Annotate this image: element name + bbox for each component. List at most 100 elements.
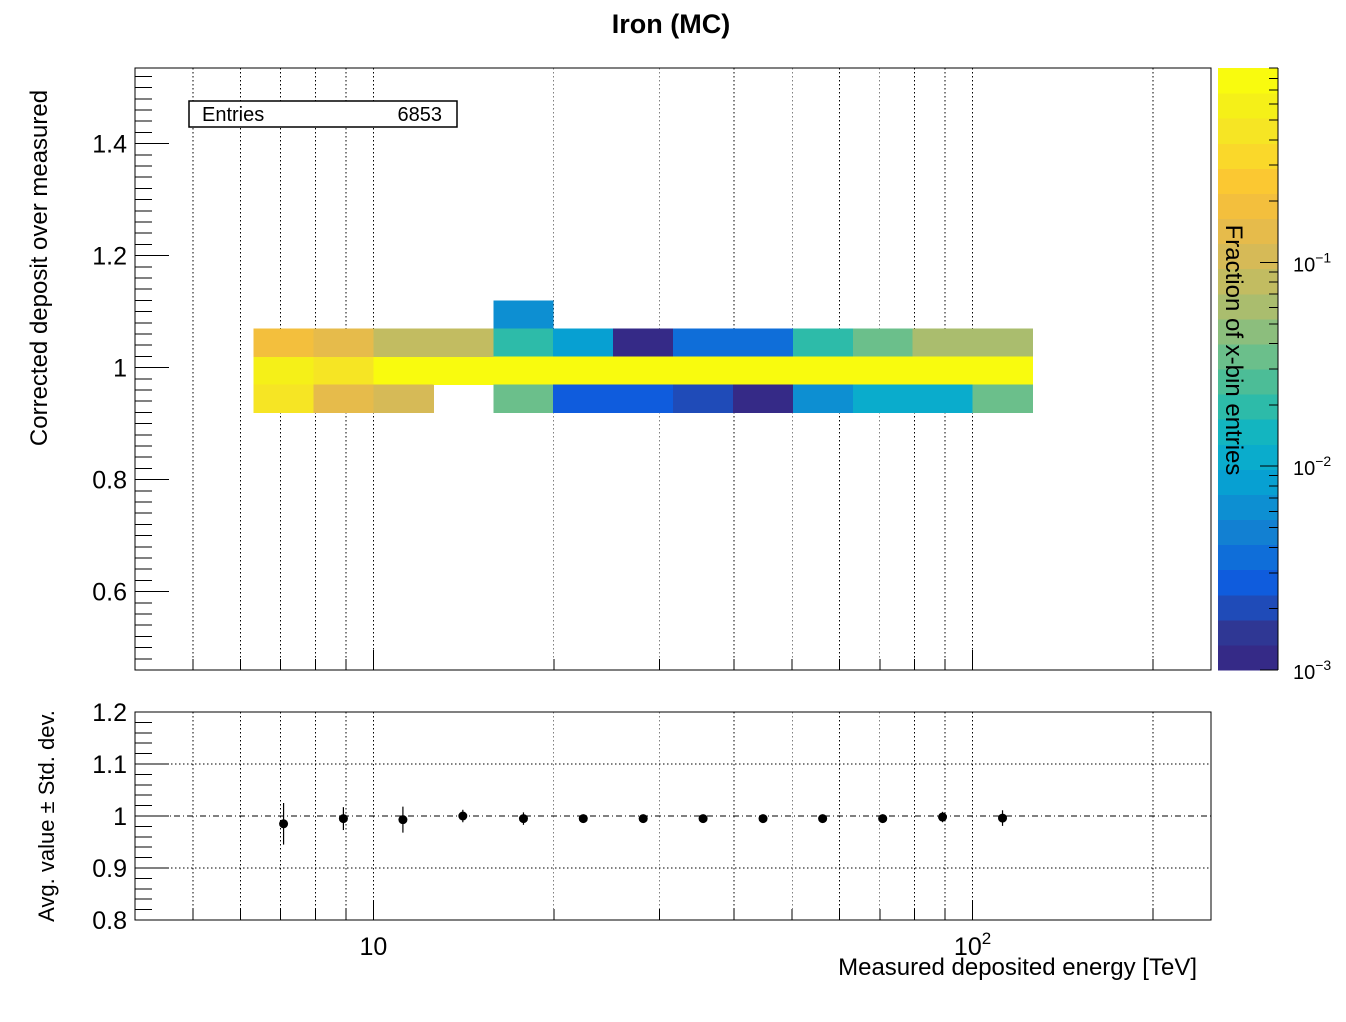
data-point [578,814,588,824]
x-axis-label: Measured deposited energy [TeV] [838,954,1197,981]
ratio-y-tick-label: 1 [113,803,127,831]
heatmap-cell [373,328,435,357]
heatmap-cell [313,328,374,357]
ratio-y-axis-label: Avg. value ± Std. dev. [34,710,59,922]
heatmap-cell [732,328,794,357]
colorbar-swatch [1218,168,1278,194]
colorbar-swatch [1218,594,1278,621]
colorbar-tick-label: 10−2 [1293,453,1331,480]
y-tick-label: 0.8 [92,467,127,495]
data-point [338,814,348,824]
color-scale: 10−1 10−2 10−3 Fraction of x-bin entries [1218,67,1331,684]
stats-box-frame [188,100,458,128]
heatmap-cell [433,328,494,357]
heatmap-cell [672,356,734,385]
colorbar-swatch [1218,394,1278,420]
heatmap-cell [732,384,794,413]
colorbar-swatch [1218,369,1278,395]
ratio-y-tick-label: 1.1 [92,751,127,779]
heatmap-cell [373,356,435,385]
colorbar-swatch [1218,293,1278,320]
data-point [758,814,768,824]
heatmap-cell [972,384,1034,413]
ratio-y-tick-label: 0.8 [92,907,127,935]
heatmap-cell [972,328,1034,357]
heatmap-cell [493,328,554,357]
ratio-y-tick-label: 0.9 [92,855,127,883]
heatmap-cell [912,356,974,385]
colorbar-swatch [1218,343,1278,370]
heatmap-cell [792,328,854,357]
heatmap-cell [852,356,914,385]
heatmap-cell [792,356,854,385]
heatmap-cell [852,328,914,357]
y-tick-label: 1 [113,355,127,383]
stats-entries-label: Entries [202,104,264,126]
heatmap-cell [373,384,435,413]
heatmap-cell [493,384,554,413]
heatmap-cell [313,356,374,385]
data-point [818,814,828,824]
heatmap-cell [912,328,974,357]
heatmap-cell [253,328,314,357]
data-point [878,814,888,824]
colorbar-swatch [1218,143,1278,169]
y-tick-label: 1.2 [92,243,127,271]
heatmap-cell [732,356,794,385]
data-point [938,812,948,822]
colorbar-tick-label: 10−3 [1293,657,1331,684]
colorbar-swatch [1218,419,1278,445]
heatmap-cell [613,356,674,385]
colorbar-swatch [1218,93,1278,119]
ratio-y-tick-label: 1.2 [92,699,127,727]
heatmap-cell [313,384,374,413]
ratio-plot: 0.8 0.9 1 1.1 1.2 10 102 [92,699,1212,961]
chart-title: Iron (MC) [612,9,730,39]
heatmap-cell [792,384,854,413]
y-tick-label: 1.4 [92,131,127,159]
colorbar-swatch [1218,494,1278,520]
y-tick-label: 0.6 [92,579,127,607]
colorbar-swatch [1218,544,1278,571]
heatmap-cell [912,384,974,413]
heatmap-cell [553,356,614,385]
colorbar-swatch [1218,619,1278,646]
colorbar-swatch [1218,569,1278,596]
colorbar-swatch [1218,519,1278,546]
main-plot: 0.6 0.8 1 1.2 1.4 [92,67,1212,671]
heatmap-cell [972,356,1034,385]
y-axis-label: Corrected deposit over measured [26,90,53,446]
colorbar-swatch [1218,469,1278,495]
stats-box: Entries 6853 [188,100,458,128]
colorbar-tick-label: 10−1 [1293,249,1331,276]
stats-entries-value: 6853 [398,104,443,126]
data-point [638,814,648,824]
colorbar-swatch [1218,243,1278,270]
heatmap-cell [672,384,734,413]
data-point [458,811,468,821]
colorbar-swatch [1218,193,1278,219]
heatmap-cell [433,356,494,385]
heatmap-cell [253,356,314,385]
heatmap-cell [553,328,614,357]
colorbar-swatch [1218,644,1278,671]
colorbar-label: Fraction of x-bin entries [1220,225,1247,476]
heatmap-cell [672,328,734,357]
colorbar-swatch [1218,118,1278,144]
heatmap-cell [493,300,554,329]
heatmap-cell [493,356,554,385]
colorbar-swatch [1218,444,1278,470]
data-point [518,814,528,824]
colorbar-swatch [1218,218,1278,245]
heatmap-cell [253,384,314,413]
heatmap-cell [613,384,674,413]
heatmap-cell [553,384,614,413]
colorbar-swatch [1218,268,1278,295]
data-point [998,813,1008,823]
plot-frame [134,67,1212,671]
heatmap-cell [852,384,914,413]
colorbar-swatch [1218,68,1278,94]
x-tick-label: 10 [360,933,388,961]
data-point [698,814,708,824]
